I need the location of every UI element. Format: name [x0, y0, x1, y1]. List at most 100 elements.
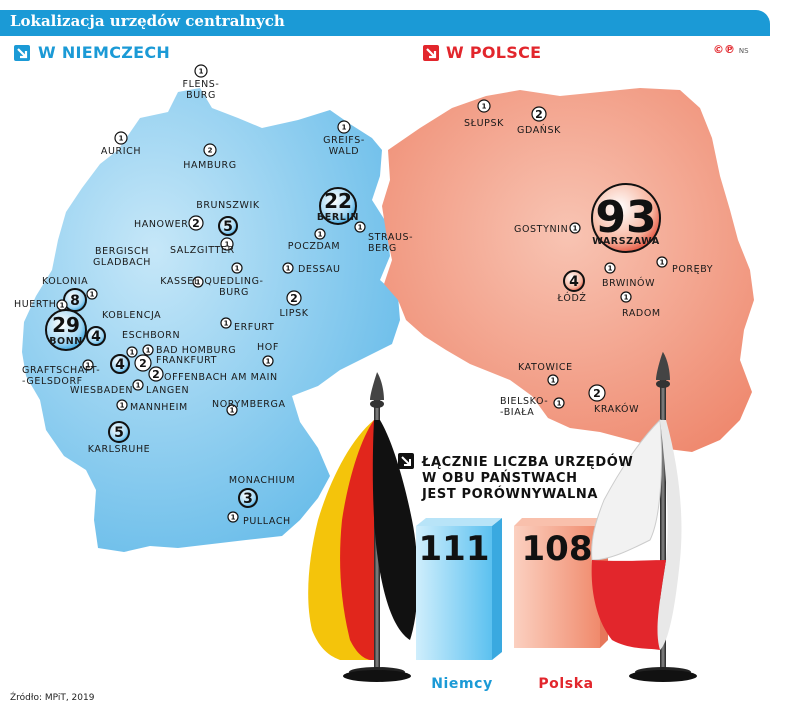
city-count: 4 [91, 329, 101, 345]
arrow-down-right-icon [398, 453, 414, 469]
city-label: POCZDAM [288, 241, 340, 252]
city-count-circle [132, 379, 144, 391]
city-label: DESSAU [298, 264, 341, 275]
city-label: FLENS- [183, 79, 220, 90]
city-count: 2 [192, 217, 200, 230]
city-marker-hof: 1 HOF [257, 342, 278, 367]
city-count-circle [569, 222, 581, 234]
city-count-circle [227, 511, 239, 523]
section-title-poland: W POLSCE [446, 43, 542, 62]
city-count: 2 [208, 147, 213, 155]
city-label: ESCHBORN [122, 330, 180, 341]
city-marker-mannheim: 1 MANNHEIM [116, 399, 187, 413]
city-count-circle [188, 215, 204, 231]
city-label: HANOWER [134, 219, 188, 230]
city-count: 1 [86, 362, 91, 370]
city-count-circle [45, 309, 87, 351]
city-label: GRAFTSCHAFT- [22, 365, 100, 376]
city-marker-poczdam: 1 POCZDAM [288, 228, 340, 252]
city-count-circle [319, 187, 357, 225]
city-marker-flensburg: 1 FLENS-BURG [183, 64, 220, 101]
city-count: 1 [342, 124, 347, 132]
city-label: BAD HOMBURG [156, 345, 236, 356]
city-count-circle [86, 288, 98, 300]
city-count-circle [262, 355, 274, 367]
city-marker-bielsko-biala: 1 BIELSKO--BIAŁA [500, 396, 565, 418]
header-bar [0, 10, 770, 36]
city-count: 1 [199, 68, 204, 76]
city-count: 1 [120, 402, 125, 410]
city-count: 1 [557, 400, 562, 408]
city-count-circle [553, 397, 565, 409]
city-label: ŁÓDŹ [556, 292, 586, 304]
city-count-circle [114, 131, 128, 145]
city-label: FRANKFURT [156, 355, 217, 366]
city-label: KARLSRUHE [88, 444, 151, 455]
city-marker-hanower: 2 HANOWER [134, 215, 204, 231]
city-count: 1 [235, 265, 240, 273]
city-count-circle [282, 262, 294, 274]
city-count: 1 [230, 407, 235, 415]
city-count-circle [220, 237, 234, 251]
city-count: 1 [286, 265, 291, 273]
city-count: 1 [231, 514, 236, 522]
city-count: 1 [146, 347, 151, 355]
city-label: PULLACH [243, 516, 291, 527]
city-count-circle [620, 291, 632, 303]
city-marker-monachium: 3 MONACHIUM [229, 475, 295, 508]
city-label: QUEDLING- [204, 276, 263, 287]
city-count-circle [148, 366, 164, 382]
city-count: 29 [52, 313, 80, 337]
city-label: LANGEN [146, 385, 189, 396]
city-count-circle [337, 120, 351, 134]
city-label: MONACHIUM [229, 475, 295, 486]
city-label: GOSTYNIN [514, 224, 568, 235]
total-germany-value: 111 [419, 529, 490, 569]
city-count: 1 [119, 135, 124, 143]
city-label: HUERTH [14, 299, 57, 310]
page-title: Lokalizacja urzędów centralnych [10, 12, 285, 30]
city-label: BURG [186, 90, 216, 101]
city-marker-quedlinburg: 1 QUEDLING-BURG [204, 262, 263, 298]
city-count: 2 [139, 357, 147, 370]
city-marker-lodz: 4 ŁÓDŹ [556, 270, 586, 304]
city-marker-dessau: 1 DESSAU [282, 262, 341, 275]
city-label: BRUNSZWIK [196, 200, 260, 211]
city-count-circle [134, 354, 152, 372]
city-label: GDAŃSK [517, 124, 561, 136]
city-label: -GELSDORF [22, 376, 83, 387]
city-label: PORĘBY [672, 264, 713, 275]
city-count: 1 [551, 377, 556, 385]
city-marker-lipsk: 2 LIPSK [279, 290, 308, 319]
city-label: RADOM [622, 308, 661, 319]
city-count-circle [82, 359, 94, 371]
header: Lokalizacja urzędów centralnych [0, 10, 780, 56]
city-count: 8 [70, 293, 80, 309]
city-marker-eschborn: 1 ESCHBORN [122, 330, 180, 358]
city-count: 5 [114, 425, 124, 441]
city-label: BERLIN [317, 212, 359, 223]
city-count: 1 [136, 382, 141, 390]
city-count-circle [314, 228, 326, 240]
city-count: 1 [573, 225, 578, 233]
city-label: SALZGITTER [170, 245, 235, 256]
city-marker-brwinow: 1 BRWINÓW [602, 262, 655, 289]
city-label: GLADBACH [93, 257, 151, 268]
copyright-symbol: ©℗ [713, 43, 735, 56]
city-marker-krakow: 2 KRAKÓW [588, 384, 639, 415]
city-count: 1 [608, 265, 613, 273]
city-marker-greifswald: 1 GREIFS-WALD [323, 120, 364, 157]
city-count-circle [192, 276, 204, 288]
city-count-circle [591, 183, 661, 253]
city-count-circle [286, 290, 302, 306]
city-count: 1 [358, 224, 363, 232]
city-marker-gdansk: 2 GDAŃSK [517, 106, 561, 136]
